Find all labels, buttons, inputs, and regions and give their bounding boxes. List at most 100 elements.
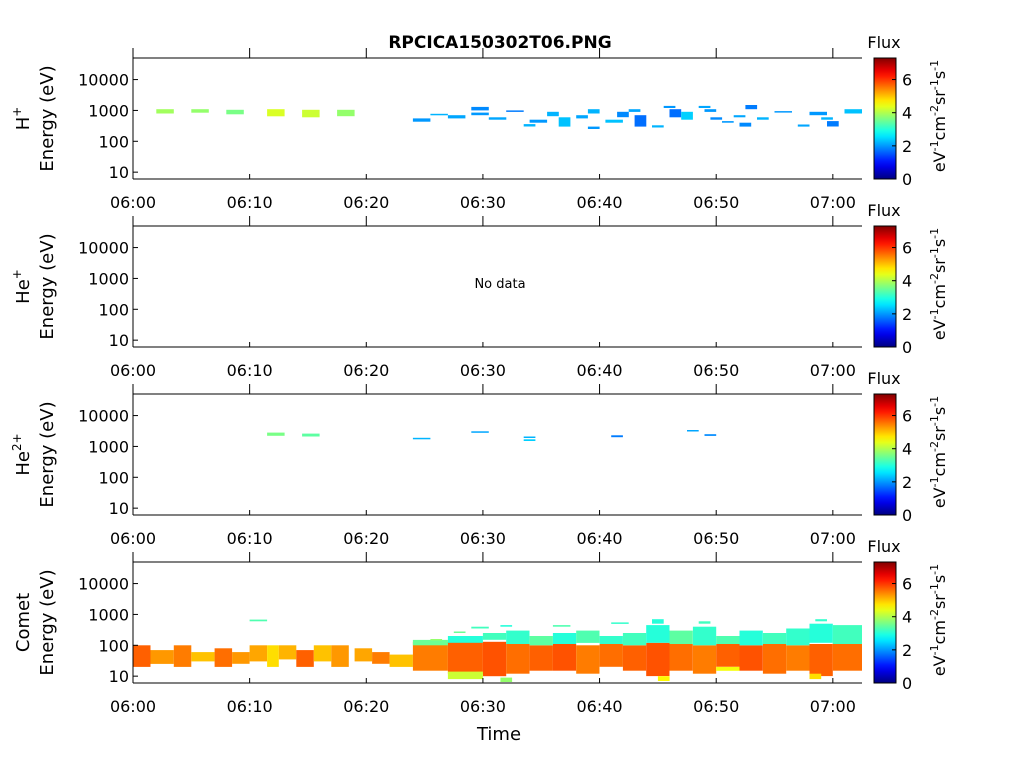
flux-cell — [278, 645, 297, 660]
unit-base: cm — [930, 620, 949, 644]
flux-cell — [622, 633, 647, 646]
species-charge: + — [10, 107, 24, 117]
flux-cell — [827, 121, 839, 127]
flux-cell — [646, 625, 670, 643]
flux-cell — [547, 111, 559, 117]
flux-cell — [191, 109, 209, 113]
colorbar-tick-label: 2 — [902, 473, 912, 492]
flux-cell — [809, 623, 833, 643]
unit-base: cm — [930, 284, 949, 308]
flux-cell — [156, 109, 174, 114]
flux-cell — [832, 642, 862, 671]
panel-comet: 06:00 06:10 06:20 06:30 06:40 06:50 07:00 10 100… — [13, 537, 949, 716]
flux-cell — [762, 633, 787, 644]
spectrogram-cells — [267, 430, 717, 441]
x-tick-label: 06:20 — [343, 361, 389, 380]
flux-cell — [844, 109, 862, 114]
flux-cell — [430, 113, 448, 116]
flux-cell — [529, 645, 553, 671]
flux-cell — [447, 671, 483, 680]
x-tick-label: 06:00 — [110, 697, 156, 716]
x-tick-label: 06:30 — [460, 529, 506, 548]
flux-cell — [191, 652, 215, 662]
colorbar-unit-label: eV-1cm-2sr-1s-1 — [928, 228, 949, 340]
y-axis-species-label: He+ — [10, 269, 34, 304]
flux-cell — [267, 645, 279, 667]
colorbar-gradient — [873, 57, 897, 180]
flux-cell — [599, 636, 623, 644]
y-tick-label: 1000 — [88, 269, 129, 288]
colorbar-title: Flux — [867, 369, 900, 388]
flux-cell — [622, 645, 647, 671]
x-tick-label: 06:20 — [343, 697, 389, 716]
flux-cell — [611, 622, 629, 624]
x-tick-label: 06:00 — [110, 193, 156, 212]
flux-cell — [552, 633, 577, 644]
flux-cell — [599, 644, 623, 667]
flux-cell — [652, 619, 664, 624]
flux-cell — [832, 625, 862, 644]
flux-cell — [529, 119, 548, 123]
unit-exponent: -1 — [928, 415, 941, 426]
flux-cell — [558, 117, 571, 127]
unit-base: s — [930, 407, 949, 415]
x-tick-label: 07:00 — [810, 529, 856, 548]
y-tick-label: 1000 — [88, 605, 129, 624]
panel-he2plus: 06:00 06:10 06:20 06:30 06:40 06:50 07:00 10 100… — [10, 369, 949, 548]
flux-cell — [523, 124, 536, 127]
flux-cell — [692, 626, 717, 646]
unit-base: sr — [930, 258, 949, 273]
flux-cell — [809, 644, 833, 677]
colorbar-tick-label: 2 — [902, 641, 912, 660]
y-axis-species-label: H+ — [10, 107, 34, 131]
colorbar-gradient — [873, 561, 897, 684]
unit-base: eV — [930, 487, 949, 508]
x-tick-label: 06:40 — [577, 193, 623, 212]
colorbar-tick-label: 4 — [902, 440, 912, 459]
flux-cell — [500, 677, 513, 682]
colorbar-tick-label: 4 — [902, 272, 912, 291]
flux-cell — [488, 117, 507, 120]
flux-cell — [313, 645, 332, 662]
colorbar-tick-label: 0 — [902, 674, 912, 693]
species-charge: 2+ — [10, 433, 24, 451]
unit-exponent: -2 — [928, 273, 941, 284]
unit-exponent: -1 — [928, 247, 941, 258]
unit-exponent: -1 — [928, 396, 941, 407]
flux-cell — [698, 105, 711, 108]
flux-cell — [500, 625, 513, 627]
flux-cell — [267, 109, 285, 117]
flux-cell — [739, 645, 763, 671]
flux-cell — [249, 619, 268, 622]
flux-cell — [716, 644, 740, 667]
flux-cell — [302, 109, 320, 118]
flux-cell — [669, 109, 682, 118]
colorbar-unit-label: eV-1cm-2sr-1s-1 — [928, 396, 949, 508]
flux-cell — [506, 110, 524, 112]
x-tick-label: 06:10 — [227, 193, 273, 212]
panels: 06:00 06:10 06:20 06:30 06:40 06:50 07:0010100… — [10, 33, 949, 716]
flux-cell — [447, 115, 466, 119]
unit-exponent: -1 — [928, 60, 941, 71]
spectrogram-cells — [156, 105, 862, 129]
flux-cell — [249, 645, 268, 662]
unit-base: eV — [930, 151, 949, 172]
flux-cell — [587, 109, 600, 114]
flux-cell — [267, 432, 285, 436]
unit-exponent: -1 — [928, 140, 941, 151]
colorbar-title: Flux — [867, 201, 900, 220]
panel-heplus: 06:00 06:10 06:20 06:30 06:40 06:50 07:00 10 100… — [10, 201, 949, 380]
flux-cell — [576, 630, 600, 643]
x-tick-label: 06:20 — [343, 193, 389, 212]
unit-exponent: -1 — [928, 308, 941, 319]
panel-hplus: 06:00 06:10 06:20 06:30 06:40 06:50 07:00 10 100… — [10, 33, 949, 212]
y-tick-label: 1000 — [88, 101, 129, 120]
y-tick-label: 10000 — [78, 239, 129, 258]
x-tick-label: 06:30 — [460, 193, 506, 212]
flux-cell — [412, 118, 431, 122]
flux-cell — [552, 625, 571, 627]
flux-cell — [506, 630, 530, 644]
flux-cell — [482, 633, 507, 640]
